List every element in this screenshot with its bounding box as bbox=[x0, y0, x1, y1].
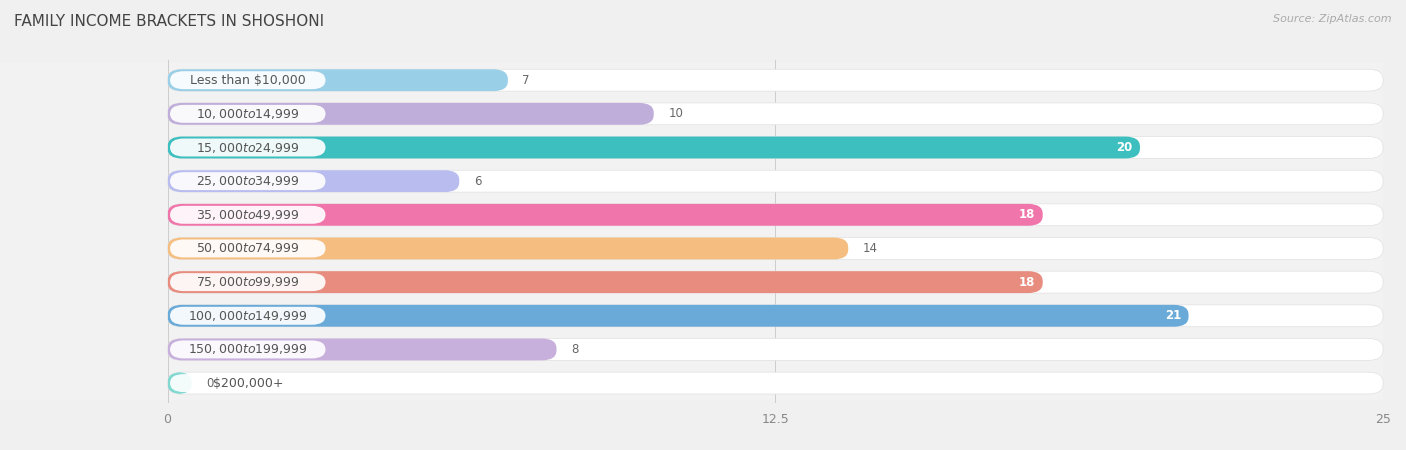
Text: 14: 14 bbox=[863, 242, 877, 255]
Text: $15,000 to $24,999: $15,000 to $24,999 bbox=[195, 140, 299, 154]
FancyBboxPatch shape bbox=[167, 103, 1384, 125]
FancyBboxPatch shape bbox=[167, 305, 1384, 327]
FancyBboxPatch shape bbox=[167, 69, 1384, 91]
Text: 8: 8 bbox=[571, 343, 578, 356]
FancyBboxPatch shape bbox=[170, 273, 326, 291]
Text: $10,000 to $14,999: $10,000 to $14,999 bbox=[195, 107, 299, 121]
Text: $200,000+: $200,000+ bbox=[212, 377, 283, 390]
Text: $50,000 to $74,999: $50,000 to $74,999 bbox=[195, 242, 299, 256]
FancyBboxPatch shape bbox=[170, 172, 326, 190]
Text: Less than $10,000: Less than $10,000 bbox=[190, 74, 305, 87]
FancyBboxPatch shape bbox=[167, 69, 508, 91]
FancyBboxPatch shape bbox=[167, 204, 1043, 226]
FancyBboxPatch shape bbox=[167, 238, 848, 259]
FancyBboxPatch shape bbox=[167, 170, 1384, 192]
FancyBboxPatch shape bbox=[0, 232, 1384, 266]
FancyBboxPatch shape bbox=[0, 164, 1384, 198]
FancyBboxPatch shape bbox=[167, 372, 1384, 394]
Text: $100,000 to $149,999: $100,000 to $149,999 bbox=[188, 309, 308, 323]
FancyBboxPatch shape bbox=[167, 271, 1384, 293]
FancyBboxPatch shape bbox=[170, 206, 326, 224]
FancyBboxPatch shape bbox=[170, 341, 326, 358]
Text: 7: 7 bbox=[523, 74, 530, 87]
FancyBboxPatch shape bbox=[0, 366, 1384, 400]
Text: 0: 0 bbox=[207, 377, 214, 390]
FancyBboxPatch shape bbox=[167, 305, 1188, 327]
FancyBboxPatch shape bbox=[167, 338, 1384, 360]
FancyBboxPatch shape bbox=[167, 170, 460, 192]
Text: $75,000 to $99,999: $75,000 to $99,999 bbox=[195, 275, 299, 289]
Text: 10: 10 bbox=[668, 108, 683, 120]
FancyBboxPatch shape bbox=[0, 198, 1384, 232]
FancyBboxPatch shape bbox=[170, 139, 326, 157]
FancyBboxPatch shape bbox=[167, 372, 191, 394]
Text: 6: 6 bbox=[474, 175, 481, 188]
Text: 18: 18 bbox=[1019, 208, 1035, 221]
Text: 21: 21 bbox=[1166, 309, 1181, 322]
FancyBboxPatch shape bbox=[170, 374, 326, 392]
FancyBboxPatch shape bbox=[170, 71, 326, 89]
FancyBboxPatch shape bbox=[167, 338, 557, 360]
Text: Source: ZipAtlas.com: Source: ZipAtlas.com bbox=[1274, 14, 1392, 23]
Text: FAMILY INCOME BRACKETS IN SHOSHONI: FAMILY INCOME BRACKETS IN SHOSHONI bbox=[14, 14, 325, 28]
FancyBboxPatch shape bbox=[167, 136, 1384, 158]
Text: 20: 20 bbox=[1116, 141, 1133, 154]
FancyBboxPatch shape bbox=[167, 238, 1384, 259]
FancyBboxPatch shape bbox=[170, 239, 326, 257]
FancyBboxPatch shape bbox=[167, 271, 1043, 293]
FancyBboxPatch shape bbox=[0, 63, 1384, 97]
FancyBboxPatch shape bbox=[0, 333, 1384, 366]
Text: $25,000 to $34,999: $25,000 to $34,999 bbox=[195, 174, 299, 188]
FancyBboxPatch shape bbox=[167, 136, 1140, 158]
FancyBboxPatch shape bbox=[167, 204, 1384, 226]
FancyBboxPatch shape bbox=[0, 299, 1384, 333]
Text: $150,000 to $199,999: $150,000 to $199,999 bbox=[188, 342, 308, 356]
FancyBboxPatch shape bbox=[170, 307, 326, 325]
Text: $35,000 to $49,999: $35,000 to $49,999 bbox=[195, 208, 299, 222]
FancyBboxPatch shape bbox=[170, 105, 326, 123]
FancyBboxPatch shape bbox=[0, 130, 1384, 164]
FancyBboxPatch shape bbox=[0, 266, 1384, 299]
FancyBboxPatch shape bbox=[167, 103, 654, 125]
Text: 18: 18 bbox=[1019, 275, 1035, 288]
FancyBboxPatch shape bbox=[0, 97, 1384, 130]
